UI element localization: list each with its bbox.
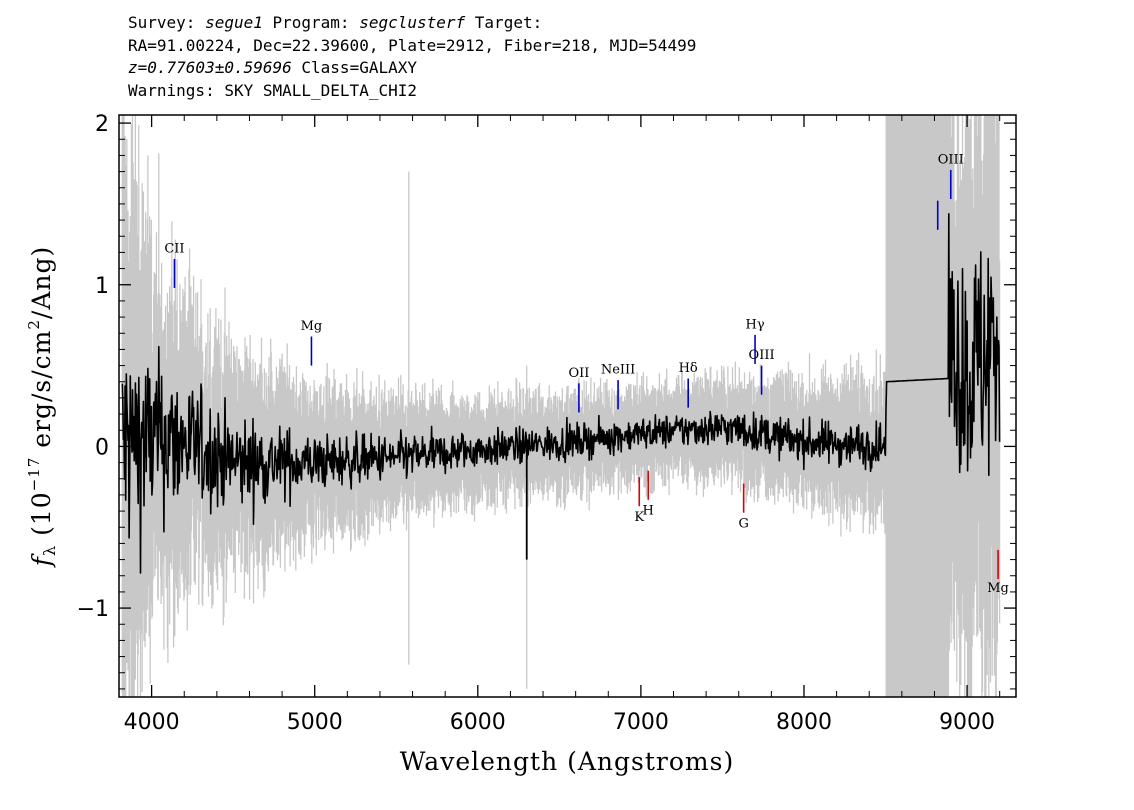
emission-line-label: Mg	[301, 319, 323, 334]
header-line-warnings: Warnings: SKY SMALL_DELTA_CHI2	[128, 80, 417, 100]
plot-frame	[118, 114, 1017, 698]
spectral-lines-layer: CII Mg OII NeIII Hδ Hγ OIII OIII KH G Mg	[164, 153, 1009, 596]
emission-line-label: CII	[164, 241, 184, 256]
redshift-value: z=0.77603±0.59696	[128, 58, 292, 77]
emission-line-label: OIII	[749, 348, 775, 363]
x-tick-label: 6000	[450, 710, 506, 735]
header-line-survey: Survey: segue1 Program: segclusterf Targ…	[128, 12, 696, 35]
y-tick-label: −1	[77, 597, 109, 622]
program-prefix: Program:	[262, 13, 360, 32]
x-tick-label: 8000	[776, 710, 832, 735]
target-label: Target:	[465, 13, 543, 32]
y-label-exp2: 2	[25, 319, 43, 330]
error-band	[121, 115, 1001, 697]
y-label-mid: erg/s/cm	[27, 330, 56, 457]
y-tick-label: 1	[95, 274, 109, 299]
emission-line-label: Hγ	[745, 317, 764, 332]
absorption-line-label: G	[738, 516, 748, 531]
emission-line-label: OII	[568, 366, 589, 381]
emission-line-label: Hδ	[679, 361, 698, 376]
survey-prefix: Survey:	[128, 13, 206, 32]
flux-series-line	[121, 213, 1001, 574]
x-tick-label: 4000	[124, 710, 180, 735]
emission-line-label: NeIII	[601, 363, 635, 378]
y-tick-label: 2	[95, 112, 109, 137]
masked-region-layer	[885, 115, 950, 697]
y-label-exp1: −17	[25, 457, 43, 492]
error-band-layer	[121, 115, 1001, 697]
header-line-coordinates: RA=91.00224, Dec=22.39600, Plate=2912, F…	[128, 35, 697, 55]
x-tick-label: 7000	[613, 710, 669, 735]
x-axis-label: Wavelength (Angstroms)	[400, 747, 734, 776]
absorption-line-label: Mg	[987, 581, 1009, 596]
object-class: Class=GALAXY	[291, 58, 417, 77]
x-tick-label: 9000	[939, 710, 995, 735]
y-tick-label: 0	[95, 435, 109, 460]
y-label-lambda: λ	[40, 545, 59, 556]
masked-region	[885, 115, 950, 697]
x-tick-label: 5000	[287, 710, 343, 735]
emission-line-label: OIII	[938, 153, 964, 168]
y-axis-label: fλ (10−17 erg/s/cm2/Ang)	[25, 246, 59, 569]
program-name: segclusterf	[359, 13, 466, 32]
spectrum-header: Survey: segue1 Program: segclusterf Targ…	[128, 12, 696, 102]
y-label-f: f	[27, 553, 56, 568]
y-label-prefix: (10	[27, 491, 56, 545]
header-line-redshift: z=0.77603±0.59696 Class=GALAXY	[128, 57, 696, 80]
survey-name: segue1	[205, 13, 263, 32]
absorption-line-label: K	[634, 510, 644, 525]
absorption-line-label: H	[643, 503, 654, 518]
axis-ticks: 4000 5000 6000 7000 8000 9000 −1 0 1 2	[77, 112, 1016, 735]
y-label-suffix: /Ang)	[27, 246, 56, 319]
flux-layer	[121, 213, 1001, 574]
